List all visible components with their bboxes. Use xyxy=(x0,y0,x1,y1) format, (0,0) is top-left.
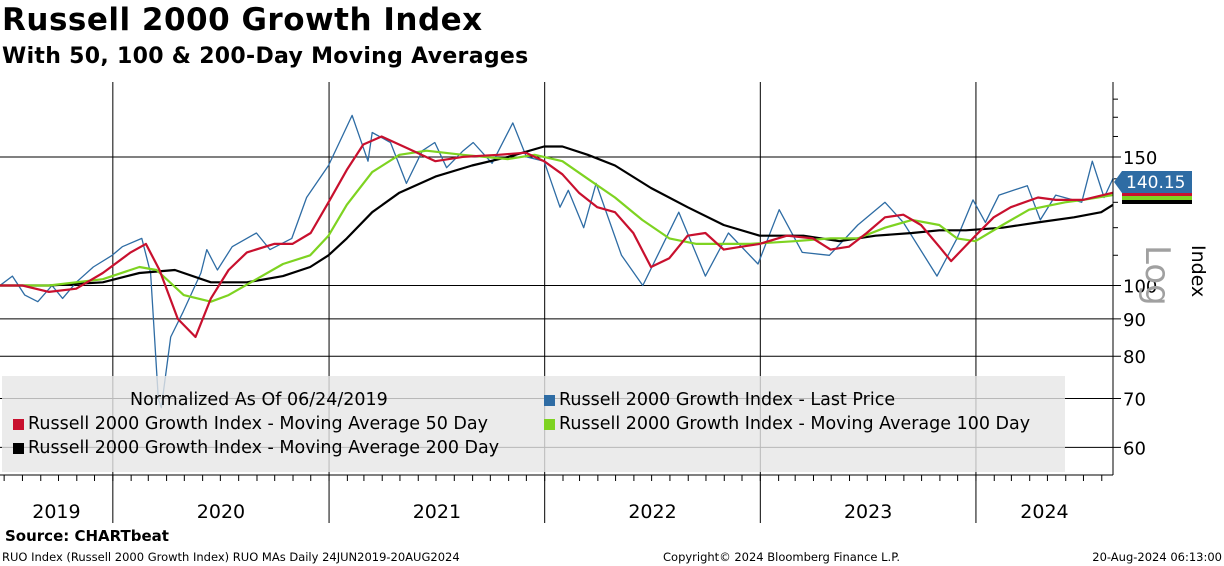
legend-swatch-last-price xyxy=(544,394,555,406)
ma50-line xyxy=(0,135,1114,339)
legend-label-ma50: Russell 2000 Growth Index - Moving Avera… xyxy=(28,414,488,434)
legend-item-ma100: Russell 2000 Growth Index - Moving Avera… xyxy=(544,414,1030,434)
x-tick-label: 2019 xyxy=(32,501,80,523)
last-value-badge-shape xyxy=(1114,171,1192,193)
y-tick-label: 100 xyxy=(1123,276,1157,297)
legend-swatch-ma50 xyxy=(13,418,24,430)
legend-item-ma200: Russell 2000 Growth Index - Moving Avera… xyxy=(13,438,499,458)
x-tick-label: 2022 xyxy=(628,501,676,523)
footer-copyright: Copyright© 2024 Bloomberg Finance L.P. xyxy=(663,550,900,564)
x-tick-label: 2021 xyxy=(413,501,461,523)
series-group xyxy=(0,114,1114,409)
y-axis-label-text: Index xyxy=(1187,245,1209,297)
log-scale-text: Log xyxy=(1137,245,1177,306)
ma200-line xyxy=(0,145,1114,287)
legend-label-ma200: Russell 2000 Growth Index - Moving Avera… xyxy=(28,438,500,458)
legend-note-text: Normalized As Of 06/24/2019 xyxy=(130,390,388,410)
chart-title: Russell 2000 Growth Index xyxy=(2,2,483,38)
legend-swatch-ma100 xyxy=(544,418,555,430)
log-scale-label: Log xyxy=(1137,245,1177,306)
chart-subtitle: With 50, 100 & 200-Day Moving Averages xyxy=(2,44,529,69)
last-value-badge: 140.15 xyxy=(1114,171,1192,193)
x-tick-label: 2023 xyxy=(844,501,892,523)
legend-label-last-price: Russell 2000 Growth Index - Last Price xyxy=(559,390,896,410)
footer-timestamp: 20-Aug-2024 06:13:00 xyxy=(1092,550,1222,564)
y-axis-label: Index xyxy=(1187,245,1209,297)
footer-ticker-info: RUO Index (Russell 2000 Growth Index) RU… xyxy=(2,550,460,564)
legend-note: Normalized As Of 06/24/2019 xyxy=(130,390,388,410)
x-tick-label: 2024 xyxy=(1020,501,1068,523)
x-axis: 2019 2020 2021 2022 2023 2024 xyxy=(0,474,1113,523)
y-tick-label: 60 xyxy=(1123,438,1146,459)
legend-swatch-ma200 xyxy=(13,442,24,454)
source-note: Source: CHARTbeat xyxy=(5,527,169,545)
ma100-line xyxy=(0,149,1114,303)
legend-item-ma50: Russell 2000 Growth Index - Moving Avera… xyxy=(13,414,488,434)
legend: Normalized As Of 06/24/2019 Russell 2000… xyxy=(2,376,1065,472)
y-tick-label: 150 xyxy=(1123,148,1157,169)
legend-label-ma100: Russell 2000 Growth Index - Moving Avera… xyxy=(559,414,1031,434)
last-value-text: 140.15 xyxy=(1126,173,1185,193)
y-tick-label: 70 xyxy=(1123,390,1146,411)
y-tick-label: 90 xyxy=(1123,310,1146,331)
y-tick-label: 80 xyxy=(1123,347,1146,368)
x-tick-label: 2020 xyxy=(197,501,245,523)
legend-item-last-price: Russell 2000 Growth Index - Last Price xyxy=(544,390,895,410)
